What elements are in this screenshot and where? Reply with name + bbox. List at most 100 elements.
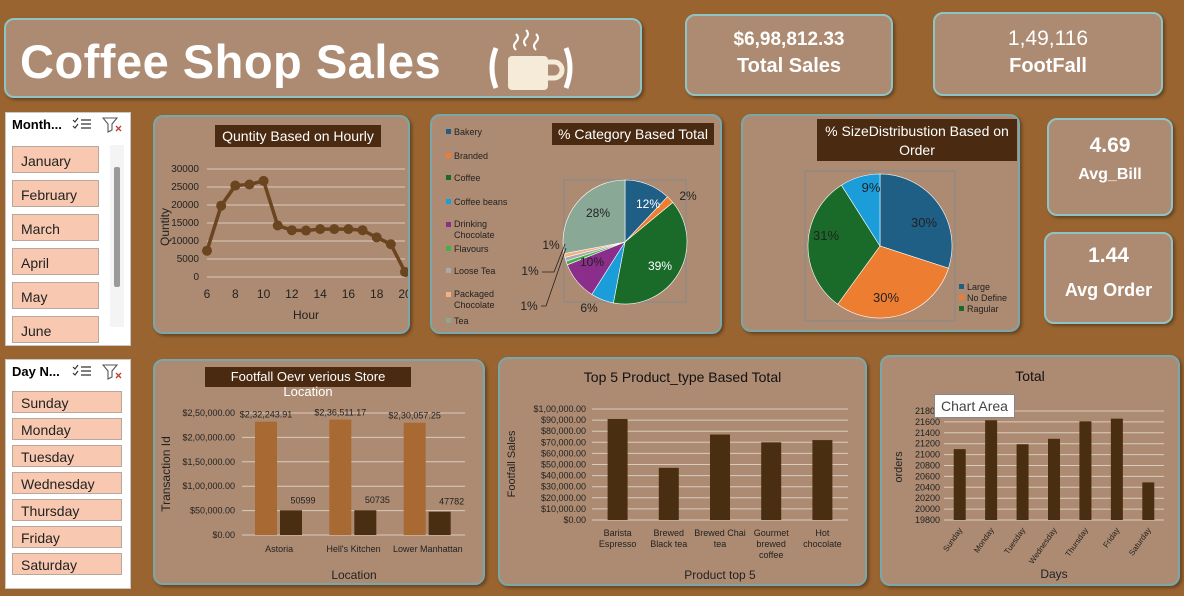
category-pie-chart-panel[interactable]: % Category Based Total Bakery Branded Coff… xyxy=(430,114,722,334)
clear-filter-icon[interactable] xyxy=(101,364,124,383)
x-tick-label: Lower Manhattan xyxy=(393,544,463,554)
avg-bill-card: 4.69 Avg_Bill xyxy=(1047,118,1173,216)
legend-label: Packaged xyxy=(454,289,494,299)
x-tick-label: Barista xyxy=(604,528,632,538)
slicer-item-saturday[interactable]: Saturday xyxy=(12,553,122,575)
slicer-item-april[interactable]: April xyxy=(12,248,99,275)
title-panel: Coffee Shop Sales xyxy=(4,18,642,98)
multi-select-icon[interactable] xyxy=(72,364,92,381)
legend-label: Tea xyxy=(454,316,469,326)
slicer-item-monday[interactable]: Monday xyxy=(12,418,122,440)
x-tick-label: 14 xyxy=(313,287,327,301)
y-tick-label: 25000 xyxy=(171,182,199,193)
data-point xyxy=(286,225,297,236)
data-label: 50735 xyxy=(365,495,390,505)
legend-label: Drinking xyxy=(454,219,487,229)
legend-label: Flavours xyxy=(454,244,489,254)
legend-swatch xyxy=(959,306,964,311)
legend-swatch xyxy=(446,153,451,158)
y-tick-label: 20800 xyxy=(915,461,940,471)
pie-slice xyxy=(837,245,949,319)
y-axis-label: Transaction Id xyxy=(159,436,173,512)
avg-bill-label: Avg_Bill xyxy=(1078,166,1142,183)
pie-slice xyxy=(562,179,626,254)
bar xyxy=(812,440,833,520)
hourly-quantity-chart-panel[interactable]: Quntity Based on Hourly 0 5000 10000 15000 2… xyxy=(153,115,410,334)
multi-select-icon[interactable] xyxy=(72,117,92,134)
y-tick-label: $1,00,000.00 xyxy=(182,481,235,491)
slicer-item-june[interactable]: June xyxy=(12,316,99,343)
legend-swatch xyxy=(959,284,964,289)
x-tick-label: tea xyxy=(714,539,727,549)
y-tick-label: 10000 xyxy=(171,236,199,247)
x-tick-label: brewed xyxy=(756,539,786,549)
slicer-item-tuesday[interactable]: Tuesday xyxy=(12,445,122,467)
y-tick-label: 20000 xyxy=(915,504,940,514)
pie-slice xyxy=(879,173,953,269)
y-tick-label: $60,000.00 xyxy=(541,448,586,458)
bar xyxy=(761,442,782,520)
x-tick-label: Sunday xyxy=(941,526,964,553)
data-label: $2,36,511.17 xyxy=(314,408,366,418)
y-tick-label: 20200 xyxy=(915,493,940,503)
slicer-item-february[interactable]: February xyxy=(12,180,99,207)
bar xyxy=(985,420,998,520)
data-label: 1% xyxy=(520,299,538,313)
slicer-item-thursday[interactable]: Thursday xyxy=(12,499,122,521)
slicer-item-sunday[interactable]: Sunday xyxy=(12,391,122,413)
legend-label: Coffee beans xyxy=(454,197,508,207)
slicer-item-january[interactable]: January xyxy=(12,146,99,173)
data-point xyxy=(357,225,368,236)
bar xyxy=(1110,418,1123,520)
data-label: $2,32,243.91 xyxy=(240,410,293,420)
pie-slice xyxy=(613,202,688,305)
month-slicer[interactable]: Month... January February March April Ma… xyxy=(5,112,131,346)
day-slicer[interactable]: Day N... Sunday Monday Tuesday Wednesday… xyxy=(5,359,131,589)
day-orders-chart-panel[interactable]: Total 19800 20000 20200 20400 20600 20800 2100… xyxy=(880,355,1180,586)
y-tick-label: $90,000.00 xyxy=(541,415,586,425)
y-tick-label: 21400 xyxy=(915,428,940,438)
data-label: 28% xyxy=(586,206,610,220)
clear-filter-icon[interactable] xyxy=(101,117,124,136)
slicer-item-friday[interactable]: Friday xyxy=(12,526,122,548)
data-label: 1% xyxy=(542,238,560,252)
x-tick-label: 8 xyxy=(232,287,239,301)
chart-area-tooltip: Chart Area xyxy=(934,394,1015,418)
x-tick-label: 20 xyxy=(398,287,408,301)
legend-label: No Define xyxy=(967,293,1007,303)
legend-label: Large xyxy=(967,282,990,292)
plot-area xyxy=(804,170,956,322)
location-bar-chart-panel[interactable]: Footfall Oevr verious Store Location $0.… xyxy=(153,359,485,585)
slicer-item-wednesday[interactable]: Wednesday xyxy=(12,472,122,494)
slicer-item-may[interactable]: May xyxy=(12,282,99,309)
data-point xyxy=(315,224,326,235)
data-point xyxy=(385,239,396,250)
y-tick-label: $2,50,000.00 xyxy=(182,408,235,418)
data-point xyxy=(301,225,311,236)
leader-line xyxy=(542,243,566,273)
data-point xyxy=(244,179,255,190)
x-tick-label: Hot xyxy=(815,528,830,538)
bar xyxy=(329,419,352,535)
total-sales-label: Total Sales xyxy=(736,55,842,77)
size-pie-chart-panel[interactable]: % SizeDistribustion Based on Order 30% 30… xyxy=(741,114,1020,332)
x-tick-label: 16 xyxy=(342,287,356,301)
y-tick-label: 15000 xyxy=(171,218,199,229)
x-axis-label: Location xyxy=(331,568,376,582)
x-tick-label: Monday xyxy=(972,526,996,554)
x-tick-label: Wednesday xyxy=(1027,526,1059,566)
x-tick-label: 10 xyxy=(257,287,271,301)
month-slicer-scroll-thumb[interactable] xyxy=(114,167,120,287)
data-point xyxy=(329,224,340,235)
slicer-item-march[interactable]: March xyxy=(12,214,99,241)
y-axis-label: Quntity xyxy=(158,208,172,246)
y-tick-label: 20400 xyxy=(915,482,940,492)
hourly-quantity-chart: 0 5000 10000 15000 20000 25000 30000 6 8 10 12 14 16… xyxy=(158,164,408,322)
chart-title: Quntity Based on Hourly xyxy=(215,125,381,147)
y-tick-label: 21800 xyxy=(915,406,940,416)
y-tick-label: 21600 xyxy=(915,417,940,427)
top5-product-chart-panel[interactable]: Top 5 Product_type Based Total $0.00 $10,… xyxy=(498,357,867,586)
legend-swatch xyxy=(446,318,451,323)
data-label: 6% xyxy=(580,301,598,315)
